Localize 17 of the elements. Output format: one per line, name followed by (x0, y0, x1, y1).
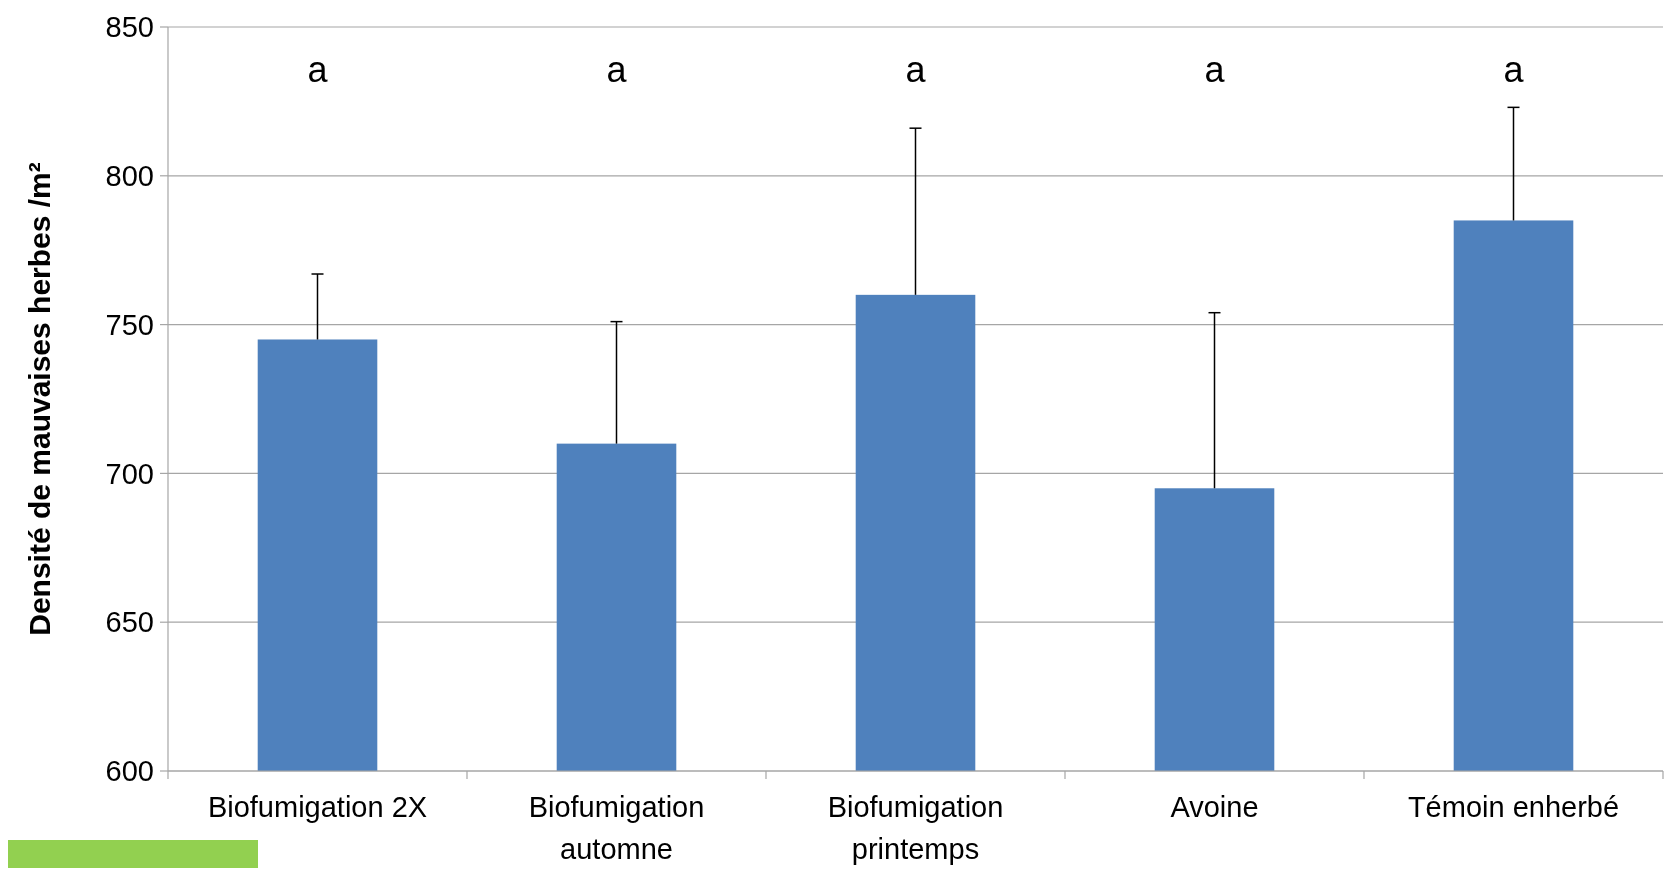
y-axis-title: Densité de mauvaises herbes /m² (23, 162, 56, 636)
x-tick-label: Biofumigation automne (528, 791, 705, 865)
y-tick-label: 600 (105, 755, 154, 788)
x-tick-label: Témoin enherbé (1407, 791, 1620, 823)
y-tick-label: 700 (105, 457, 154, 490)
y-tick-label: 750 (105, 308, 154, 341)
annotation: a (1204, 48, 1226, 90)
x-tick-label: Biofumigation 2X (207, 791, 428, 823)
annotation: a (905, 48, 927, 90)
annotation: a (606, 48, 628, 90)
y-tick-label: 800 (105, 159, 154, 192)
x-tick-label: Avoine (1170, 791, 1259, 823)
y-tick-label: 850 (105, 11, 154, 44)
x-tick-label: Biofumigation printemps (827, 791, 1004, 865)
annotation: a (307, 48, 329, 90)
annotation: a (1503, 48, 1525, 90)
y-tick-label: 650 (105, 606, 154, 639)
